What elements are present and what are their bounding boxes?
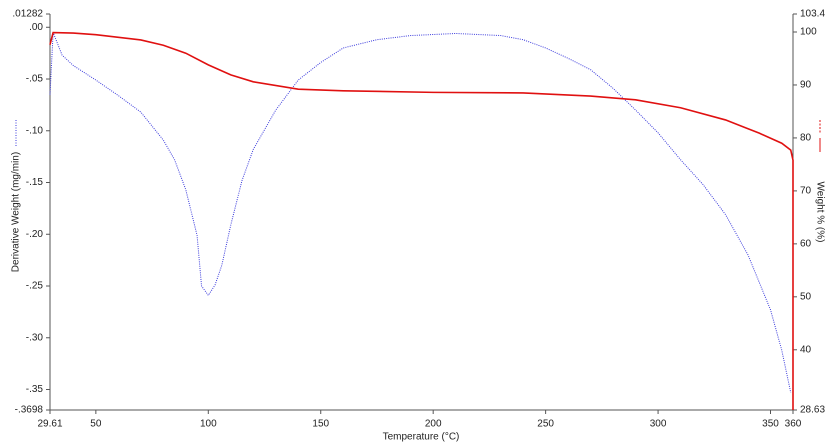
y2-tick-label: 90	[800, 80, 812, 91]
y2-tick-label: 103.4	[800, 9, 825, 20]
y-tick-label: -.35	[26, 384, 44, 395]
y2-tick-label: 28.63	[800, 405, 825, 416]
y-tick-label: -.10	[26, 125, 44, 136]
y2-tick-label: 70	[800, 186, 812, 197]
data-line	[49, 32, 792, 393]
x-tick-label: 29.61	[37, 419, 62, 430]
y-tick-label: -.20	[26, 229, 44, 240]
x-tick-label: 100	[200, 419, 217, 430]
x-tick-label: 150	[312, 419, 329, 430]
y-tick-label: -.05	[26, 74, 44, 85]
x-tick-label: 250	[537, 419, 554, 430]
y-tick-label: .01282	[12, 9, 43, 20]
x-tick-label: 50	[90, 419, 102, 430]
y-tick-label: -.15	[26, 177, 44, 188]
y-axis-title: Derivative Weight (mg/min)	[11, 152, 22, 272]
x-tick-label: 300	[650, 419, 667, 430]
y2-tick-label: 50	[800, 291, 812, 302]
x-tick-label: 350	[762, 419, 779, 430]
x-tick-label: 200	[425, 419, 442, 430]
y-tick-label: -.25	[26, 281, 44, 292]
y2-tick-label: 60	[800, 238, 812, 249]
y-tick-label: -.30	[26, 332, 44, 343]
y2-tick-label: 80	[800, 133, 812, 144]
x-axis-title: Temperature (°C)	[383, 432, 460, 443]
y-tick-label: .00	[29, 22, 43, 33]
x-tick-label: 360	[785, 419, 802, 430]
y2-axis-title: Weight % (%)	[814, 182, 825, 243]
data-line	[49, 31, 794, 410]
y2-tick-label: 100	[800, 27, 817, 38]
y2-tick-label: 40	[800, 344, 812, 355]
y-tick-label: -.3698	[15, 405, 44, 416]
